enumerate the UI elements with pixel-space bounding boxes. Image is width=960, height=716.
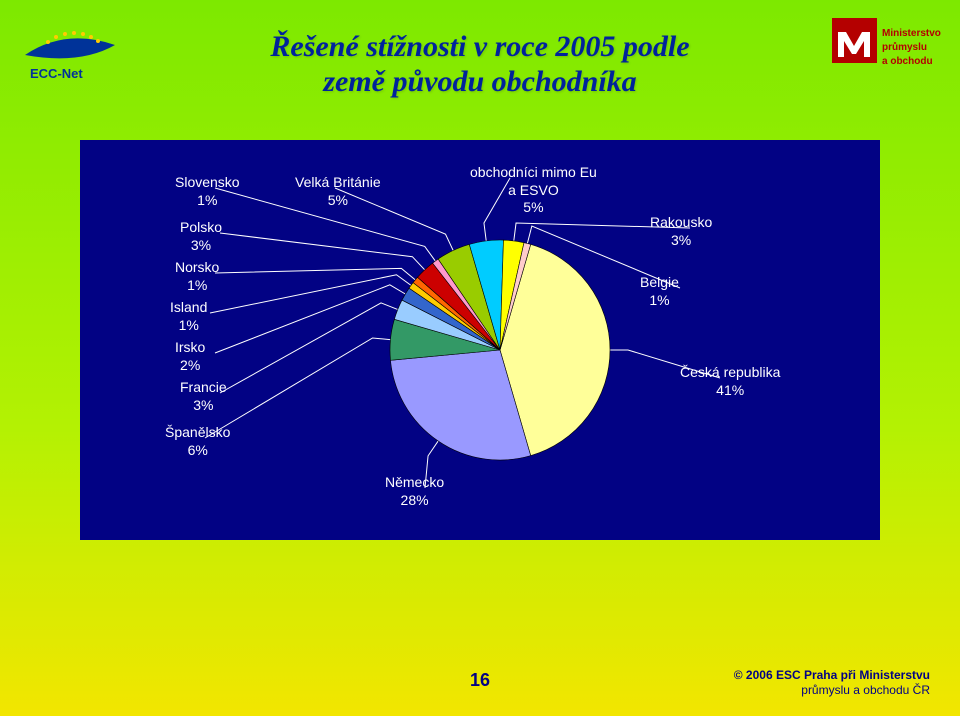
slice-label: Francie3% [180, 379, 227, 414]
slice-label: Norsko1% [175, 259, 219, 294]
leader-line [215, 268, 417, 281]
leader-line [220, 233, 426, 271]
slice-label: Rakousko3% [650, 214, 712, 249]
slide-title: Řešené stížnosti v roce 2005 podle země … [0, 30, 960, 99]
slice-label: Německo28% [385, 474, 444, 509]
footer-credit: © 2006 ESC Praha při Ministerstvu průmys… [734, 668, 930, 698]
slice-label: Česká republika41% [680, 364, 780, 399]
title-line-1: Řešené stížnosti v roce 2005 podle [270, 30, 689, 63]
slice-label: obchodníci mimo Eua ESVO5% [470, 164, 597, 217]
slice-label: Island1% [170, 299, 207, 334]
leader-line [210, 275, 413, 313]
slice-label: Polsko3% [180, 219, 222, 254]
slice-label: Španělsko6% [165, 424, 230, 459]
slice-label: Irsko2% [175, 339, 205, 374]
title-line-2: země původu obchodníka [323, 65, 636, 98]
leader-line [215, 285, 407, 353]
slice-label: Velká Británie5% [295, 174, 381, 209]
footer-line-1: © 2006 ESC Praha při Ministerstvu [734, 668, 930, 683]
leader-line [205, 338, 393, 438]
slide: ECC-Net Ministerstvo průmyslu a obchodu … [0, 0, 960, 716]
slice-label: Slovensko1% [175, 174, 240, 209]
slice-label: Belgie1% [640, 274, 679, 309]
chart-panel: Česká republika41% Německo28% Španělsko6% F… [80, 140, 880, 540]
footer-line-2: průmyslu a obchodu ČR [734, 683, 930, 698]
